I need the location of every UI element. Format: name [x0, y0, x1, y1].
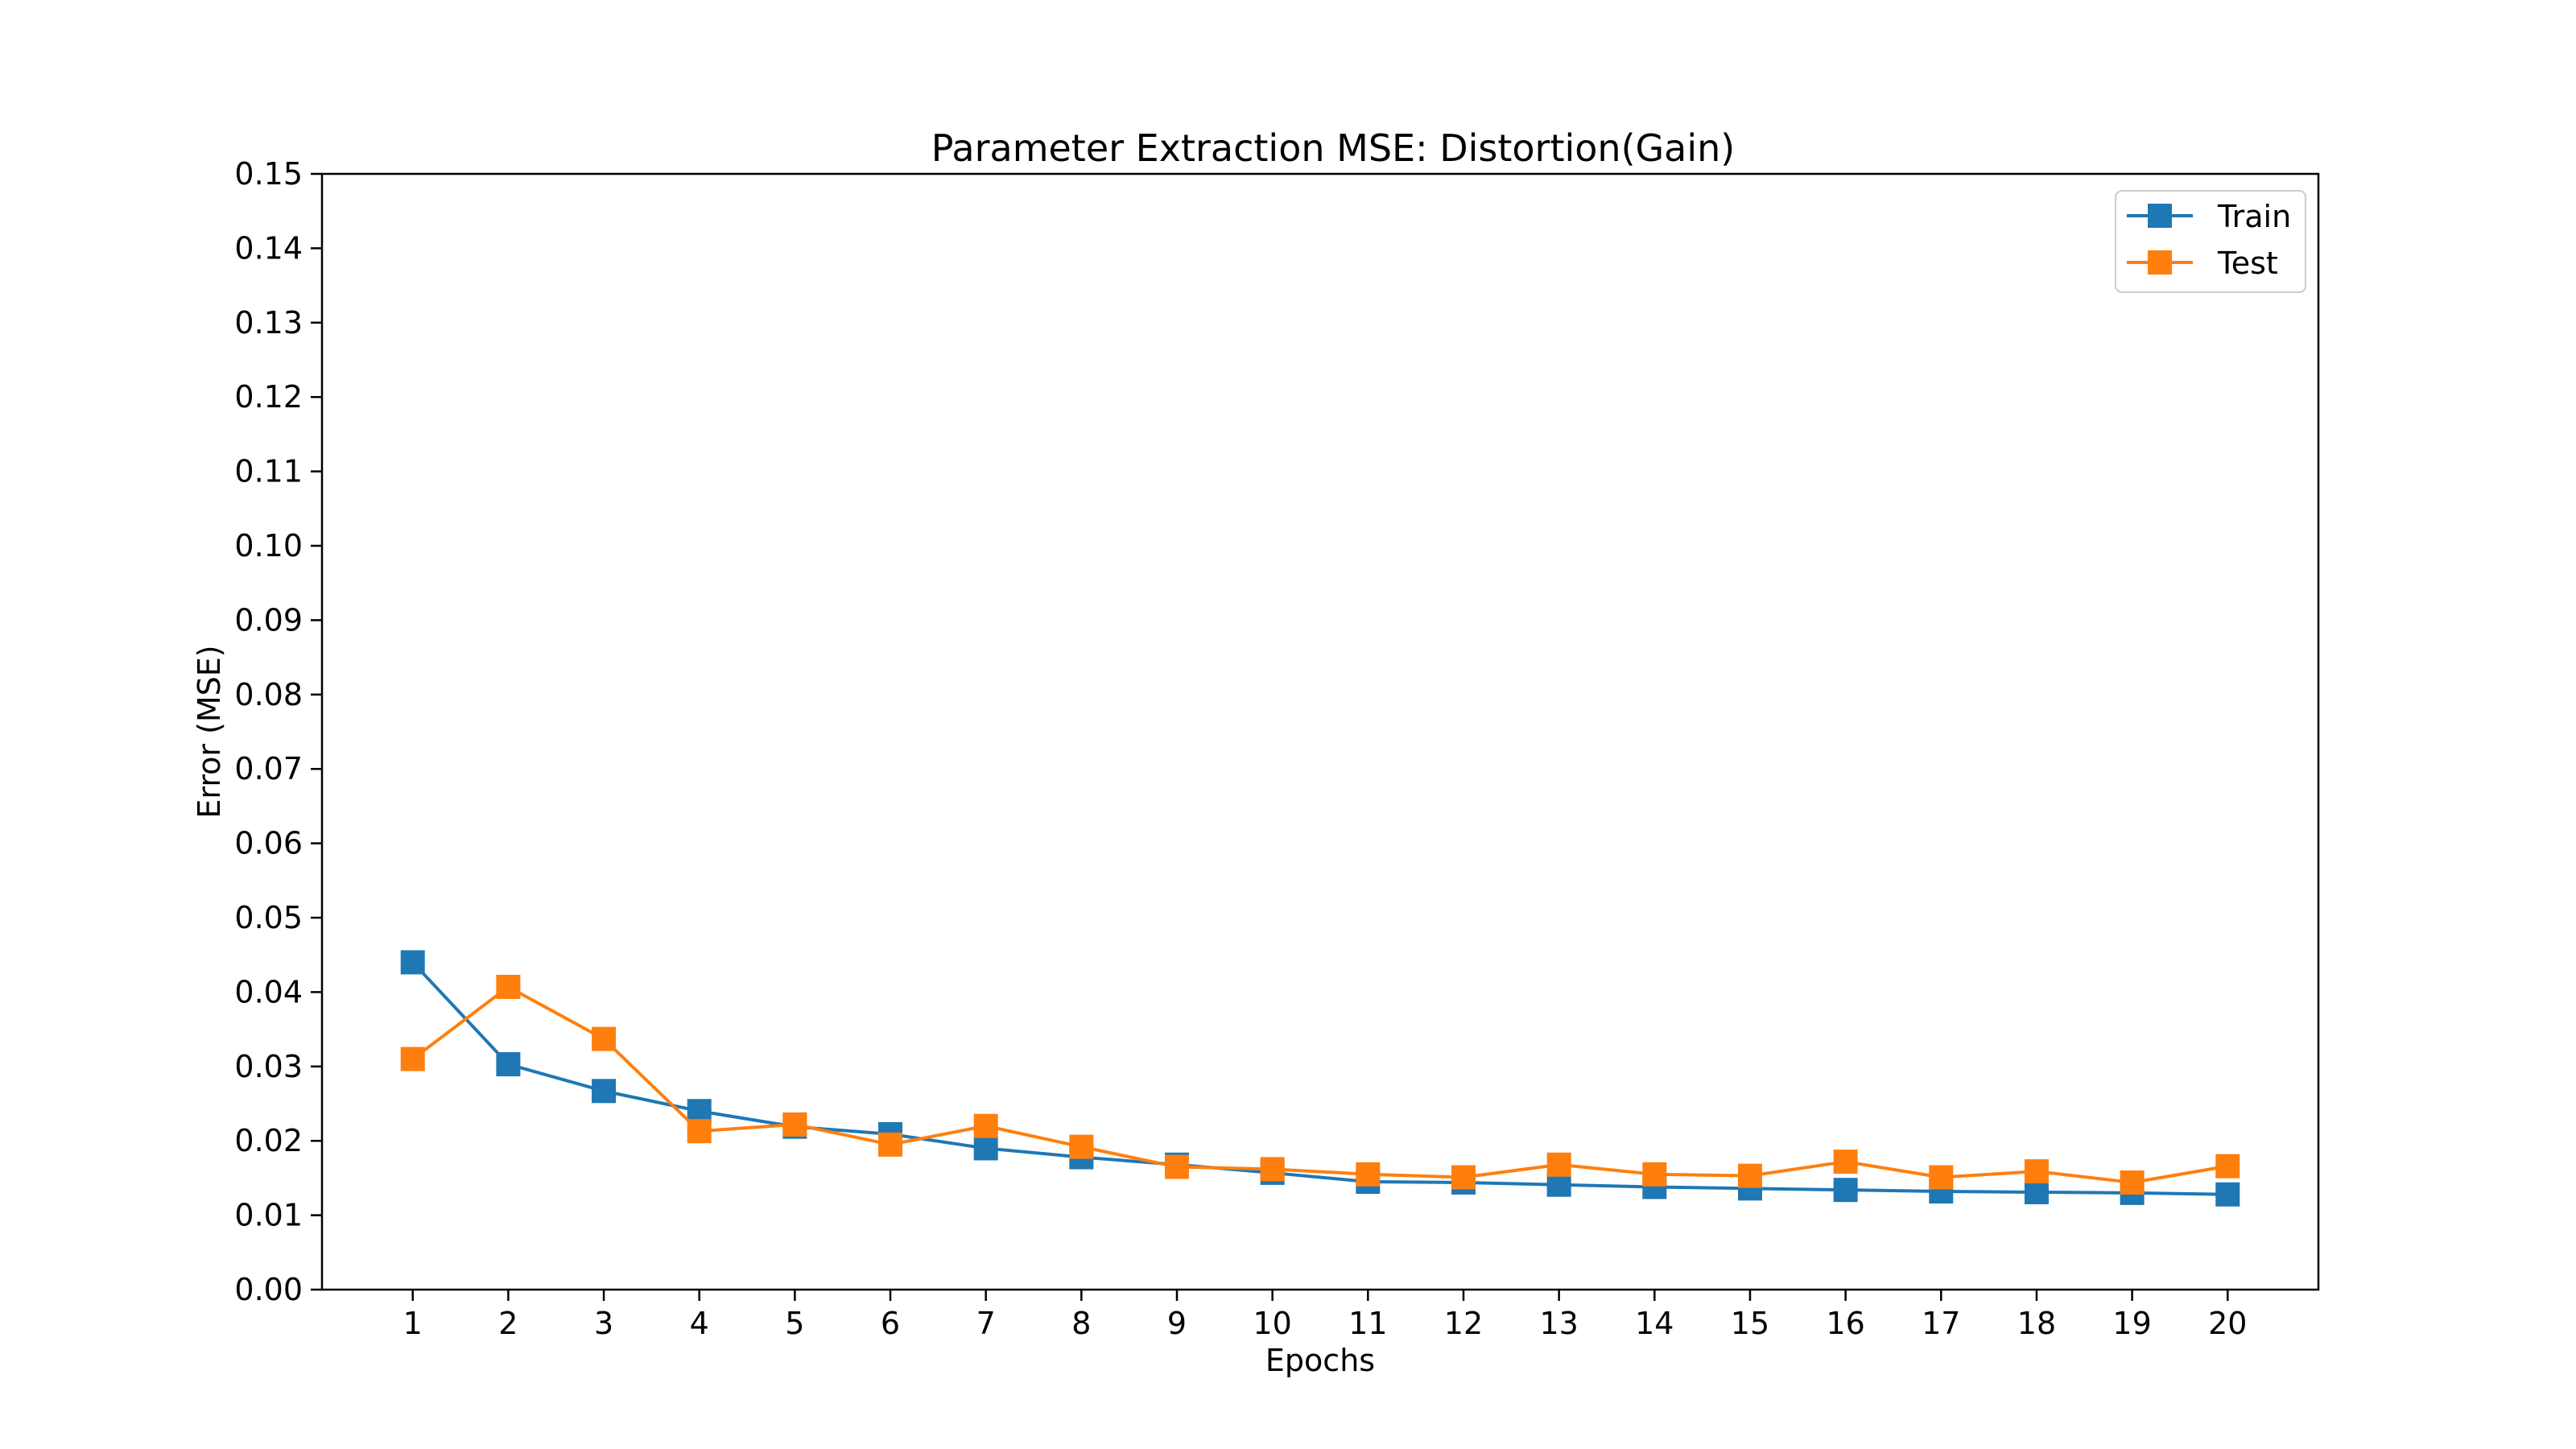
x-tick-label: 5	[785, 1306, 804, 1341]
data-point-train	[2024, 1179, 2049, 1204]
data-point-test	[1260, 1157, 1285, 1182]
data-point-test	[1642, 1162, 1667, 1187]
x-tick-label: 3	[594, 1306, 613, 1341]
series-line-train	[411, 961, 2228, 1196]
y-tick-label: 0.05	[234, 900, 303, 935]
y-tick-label: 0.13	[234, 305, 303, 341]
data-point-test	[1546, 1152, 1571, 1177]
legend-marker-train	[2148, 204, 2172, 228]
y-axis-label: Error (MSE)	[192, 645, 227, 818]
x-tick-label: 4	[690, 1306, 709, 1341]
data-point-test	[2215, 1154, 2240, 1179]
y-tick-label: 0.02	[234, 1123, 303, 1158]
y-tick-label: 0.04	[234, 974, 303, 1009]
data-point-test	[592, 1026, 617, 1051]
y-tick-label: 0.01	[234, 1198, 303, 1233]
y-axis: 0.00 0.01 0.02 0.03 0.04 0.05 0.06 0.07 0.08 0.09…	[234, 156, 322, 1307]
y-tick-label: 0.14	[234, 230, 303, 266]
y-tick-label: 0.11	[234, 454, 303, 489]
y-tick-label: 0.00	[234, 1272, 303, 1307]
x-tick-label: 1	[403, 1306, 423, 1341]
x-tick-label: 11	[1348, 1306, 1387, 1341]
data-point-test	[1833, 1150, 1858, 1174]
data-point-train	[2215, 1182, 2240, 1207]
data-point-test	[1929, 1165, 1954, 1190]
x-tick-label: 14	[1635, 1306, 1674, 1341]
data-point-test	[1737, 1163, 1762, 1188]
x-tick-label: 2	[498, 1306, 518, 1341]
y-tick-label: 0.15	[234, 156, 303, 192]
x-axis-label: Epochs	[1265, 1343, 1375, 1378]
plot-area	[400, 950, 2240, 1207]
data-point-train	[973, 1136, 998, 1161]
data-point-test	[973, 1113, 998, 1138]
data-point-test	[2120, 1170, 2145, 1195]
data-point-train	[592, 1079, 617, 1104]
x-tick-label: 19	[2112, 1306, 2151, 1341]
data-point-test	[1356, 1162, 1381, 1187]
x-tick-label: 10	[1253, 1306, 1291, 1341]
x-tick-label: 7	[976, 1306, 996, 1341]
x-tick-label: 12	[1444, 1306, 1483, 1341]
x-axis: 1 2 3 4 5 6 7 8 9 10 11 12 13 14 15 16 17 18 19 20	[403, 1290, 2247, 1341]
legend-label-train: Train	[2217, 199, 2291, 234]
series-line-test	[411, 985, 2228, 1184]
x-tick-label: 16	[1826, 1306, 1864, 1341]
chart-title: Parameter Extraction MSE: Distortion(Gai…	[931, 126, 1736, 170]
x-tick-label: 8	[1071, 1306, 1091, 1341]
data-point-test	[2024, 1159, 2049, 1184]
x-tick-label: 6	[881, 1306, 900, 1341]
y-tick-label: 0.12	[234, 379, 303, 415]
legend-marker-test	[2148, 250, 2172, 275]
data-point-test	[400, 1046, 425, 1071]
y-tick-label: 0.10	[234, 528, 303, 564]
data-point-train	[1833, 1178, 1858, 1203]
data-point-train	[496, 1052, 521, 1077]
x-tick-label: 9	[1167, 1306, 1187, 1341]
legend-label-test: Test	[2217, 246, 2278, 281]
y-tick-label: 0.08	[234, 677, 303, 712]
plot-frame	[320, 172, 2320, 1291]
data-point-test	[878, 1132, 903, 1157]
data-point-test	[782, 1112, 807, 1137]
y-tick-label: 0.03	[234, 1049, 303, 1084]
y-tick-label: 0.09	[234, 602, 303, 638]
x-tick-label: 13	[1539, 1306, 1578, 1341]
data-point-test	[496, 974, 521, 999]
data-point-test	[1069, 1134, 1094, 1159]
data-point-test	[687, 1119, 712, 1144]
y-tick-label: 0.06	[234, 826, 303, 861]
x-tick-label: 20	[2208, 1306, 2247, 1341]
x-tick-label: 17	[1922, 1306, 1960, 1341]
data-point-train	[400, 950, 425, 975]
legend: Train Test	[2115, 190, 2306, 293]
data-point-test	[1165, 1154, 1190, 1179]
x-tick-label: 15	[1731, 1306, 1769, 1341]
y-tick-label: 0.07	[234, 751, 303, 786]
data-point-test	[1451, 1165, 1476, 1190]
x-tick-label: 18	[2017, 1306, 2056, 1341]
